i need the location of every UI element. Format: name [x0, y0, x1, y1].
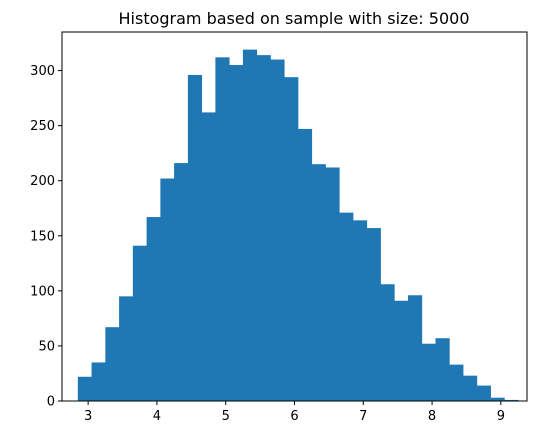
histogram-bar [312, 164, 326, 401]
y-tick-label: 50 [38, 339, 55, 354]
histogram-bar [422, 344, 436, 401]
y-tick-label: 200 [30, 174, 55, 189]
histogram-bar [477, 386, 491, 401]
y-tick-label: 250 [30, 119, 55, 134]
y-axis-ticks: 0 50 100 150 200 250 300 [30, 64, 62, 409]
x-tick-label: 4 [153, 409, 161, 424]
histogram-bar [133, 246, 147, 401]
histogram-bar [229, 65, 243, 401]
histogram-bar [257, 55, 271, 401]
histogram-bar [436, 338, 450, 401]
histogram-bar [353, 220, 367, 401]
histogram-bar [463, 376, 477, 401]
histogram-bar [147, 217, 161, 401]
x-tick-label: 8 [428, 409, 436, 424]
histogram-bar [298, 129, 312, 401]
histogram-bar [105, 327, 119, 401]
histogram-bar [408, 295, 422, 401]
histogram-bar [284, 77, 298, 401]
histogram-bar [449, 365, 463, 401]
histogram-bar [160, 179, 174, 402]
histogram-bar [243, 50, 257, 401]
histogram-bar [174, 163, 188, 401]
x-axis-ticks: 3 4 5 6 7 8 9 [84, 401, 505, 424]
histogram-bar [394, 301, 408, 401]
histogram-bar [119, 296, 133, 401]
histogram-bar [78, 377, 92, 401]
x-tick-label: 5 [222, 409, 230, 424]
histogram-bar [270, 60, 284, 401]
histogram-bar [380, 284, 394, 401]
y-tick-label: 300 [30, 64, 55, 79]
y-tick-label: 150 [30, 229, 55, 244]
x-tick-label: 9 [497, 409, 505, 424]
chart-title: Histogram based on sample with size: 500… [119, 9, 470, 28]
histogram-bar [202, 112, 216, 401]
y-tick-label: 100 [30, 284, 55, 299]
x-tick-label: 6 [290, 409, 298, 424]
bars-group [78, 50, 519, 401]
histogram-bar [188, 75, 202, 401]
histogram-bar [325, 167, 339, 401]
histogram-bar [215, 57, 229, 401]
histogram-bar [339, 213, 353, 401]
x-tick-label: 7 [359, 409, 367, 424]
histogram-bar [367, 228, 381, 401]
histogram-bar [92, 362, 106, 401]
y-tick-label: 0 [47, 395, 55, 410]
x-tick-label: 3 [84, 409, 92, 424]
